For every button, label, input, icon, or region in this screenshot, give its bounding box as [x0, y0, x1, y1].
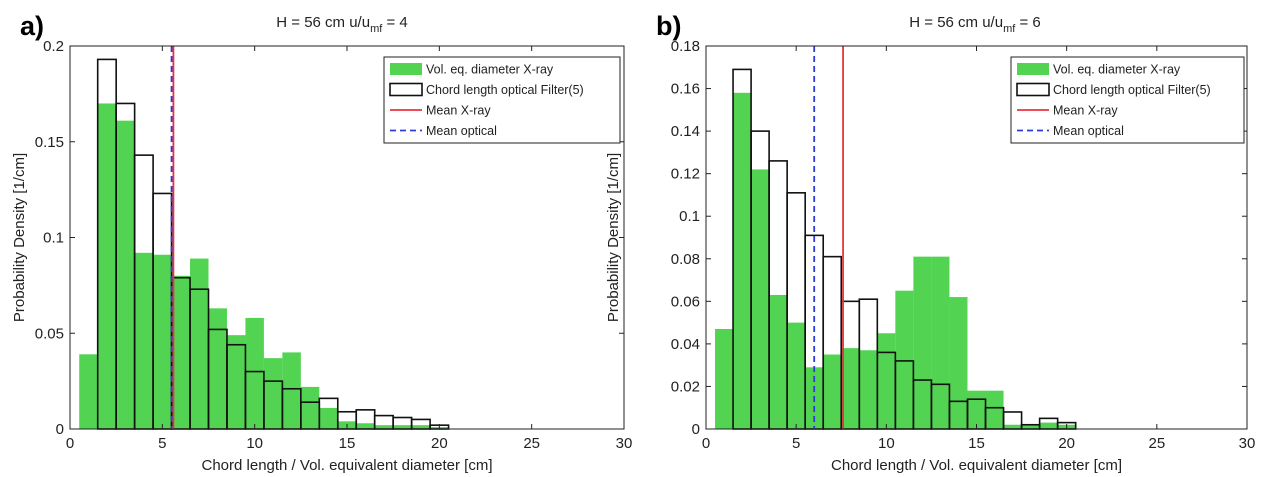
legend-label: Chord length optical Filter(5) — [1053, 83, 1211, 97]
x-tick-label: 15 — [968, 435, 985, 452]
xray-bar — [208, 308, 227, 429]
legend-label: Mean X-ray — [426, 104, 491, 118]
chart-title: H = 56 cm u/umf = 6 — [909, 14, 1040, 35]
xray-bar — [393, 425, 412, 429]
legend-label: Vol. eq. diameter X-ray — [426, 63, 554, 77]
xray-bar — [985, 390, 1004, 429]
xray-bar — [245, 317, 264, 429]
title-subscript: mf — [370, 23, 383, 35]
xray-bar — [263, 358, 283, 429]
y-tick-label: 0.18 — [671, 38, 700, 55]
xray-bar — [134, 252, 154, 429]
y-tick-label: 0.2 — [43, 38, 64, 55]
xray-bar — [300, 386, 320, 429]
y-tick-label: 0.04 — [671, 336, 700, 353]
xray-bar — [1039, 422, 1058, 429]
y-tick-label: 0.12 — [671, 166, 700, 183]
xray-bar — [1003, 424, 1022, 429]
xray-bar — [967, 390, 986, 429]
legend-box — [383, 56, 621, 144]
y-tick-label: 0.1 — [43, 230, 64, 247]
xray-bar — [931, 256, 950, 429]
panel-letter: a) — [20, 11, 44, 41]
y-tick-label: 0.14 — [671, 123, 700, 140]
xray-bar — [190, 258, 209, 429]
xray-bar — [769, 294, 788, 429]
legend-label: Mean X-ray — [1053, 104, 1118, 118]
x-tick-label: 15 — [339, 435, 356, 452]
panel-b: 0 5 10 15 20 25 30 0 0.02 0.04 0.06 0.08 0.1 0.12 0.14… — [605, 11, 1255, 474]
xray-bar — [1021, 424, 1040, 429]
xray-bar — [895, 290, 914, 429]
x-tick-label: 0 — [702, 435, 710, 452]
xray-bar — [79, 354, 98, 429]
legend-label: Mean optical — [426, 124, 497, 138]
legend-swatch-xray — [390, 63, 422, 75]
x-tick-label: 20 — [431, 435, 448, 452]
legend: Vol. eq. diameter X-ray Chord length opti… — [1010, 56, 1245, 144]
xray-bar — [859, 350, 878, 429]
x-tick-label: 30 — [1239, 435, 1256, 452]
xray-bar — [116, 120, 135, 429]
xray-bar — [841, 348, 860, 429]
xray-bar — [226, 335, 246, 429]
y-axis-label: Probability Density [1/cm] — [605, 153, 622, 322]
legend-swatch-optical — [1016, 82, 1050, 97]
xray-bar — [282, 352, 301, 429]
legend-label: Mean optical — [1053, 124, 1124, 138]
xray-bar — [171, 275, 191, 429]
legend-swatch-xray — [1017, 63, 1049, 75]
chart-title: H = 56 cm u/umf = 4 — [276, 14, 407, 35]
xray-bar — [733, 92, 752, 430]
y-tick-label: 0.05 — [35, 325, 64, 342]
xray-bar — [823, 354, 842, 429]
title-subscript: mf — [1003, 23, 1016, 35]
x-tick-label: 0 — [66, 435, 74, 452]
xray-bar — [913, 256, 932, 429]
panel-a: 0 5 10 15 20 25 30 0 0.05 0.1 0.15 0.2 Chord length … — [11, 11, 632, 474]
xray-bar — [787, 322, 806, 429]
panel-letter: b) — [656, 11, 681, 41]
x-tick-label: 5 — [158, 435, 166, 452]
y-tick-label: 0.02 — [671, 378, 700, 395]
xray-bar — [949, 297, 968, 429]
y-tick-label: 0 — [692, 421, 700, 438]
y-tick-label: 0 — [56, 421, 64, 438]
y-tick-label: 0.08 — [671, 251, 700, 268]
x-axis-label: Chord length / Vol. equivalent diameter … — [831, 457, 1122, 474]
legend: Vol. eq. diameter X-ray Chord length opti… — [383, 56, 621, 144]
legend-label: Vol. eq. diameter X-ray — [1053, 63, 1181, 77]
legend-swatch-optical — [389, 82, 423, 97]
legend-box — [1010, 56, 1245, 144]
xray-bar — [356, 423, 375, 429]
x-tick-label: 25 — [523, 435, 540, 452]
legend-label: Chord length optical Filter(5) — [426, 83, 584, 97]
y-axis-label: Probability Density [1/cm] — [11, 153, 28, 322]
xray-bar — [877, 333, 896, 429]
title-tail: = 4 — [382, 14, 407, 31]
y-tick-label: 0.16 — [671, 81, 700, 98]
xray-bar — [319, 407, 338, 429]
xray-bar — [97, 103, 117, 429]
xray-bar — [751, 169, 770, 429]
xray-bar — [715, 328, 734, 429]
x-tick-label: 25 — [1148, 435, 1165, 452]
y-tick-label: 0.1 — [679, 208, 700, 225]
y-tick-label: 0.15 — [35, 134, 64, 151]
xray-bar — [374, 425, 394, 429]
title-main: H = 56 cm u/u — [909, 14, 1003, 31]
xray-bar — [411, 425, 431, 429]
title-tail: = 6 — [1015, 14, 1040, 31]
x-tick-label: 30 — [616, 435, 633, 452]
xray-bar — [153, 254, 172, 429]
y-tick-label: 0.06 — [671, 293, 700, 310]
x-tick-label: 10 — [878, 435, 895, 452]
x-axis-label: Chord length / Vol. equivalent diameter … — [202, 457, 493, 474]
x-tick-label: 5 — [792, 435, 800, 452]
x-tick-label: 10 — [246, 435, 263, 452]
x-tick-label: 20 — [1058, 435, 1075, 452]
title-main: H = 56 cm u/u — [276, 14, 370, 31]
